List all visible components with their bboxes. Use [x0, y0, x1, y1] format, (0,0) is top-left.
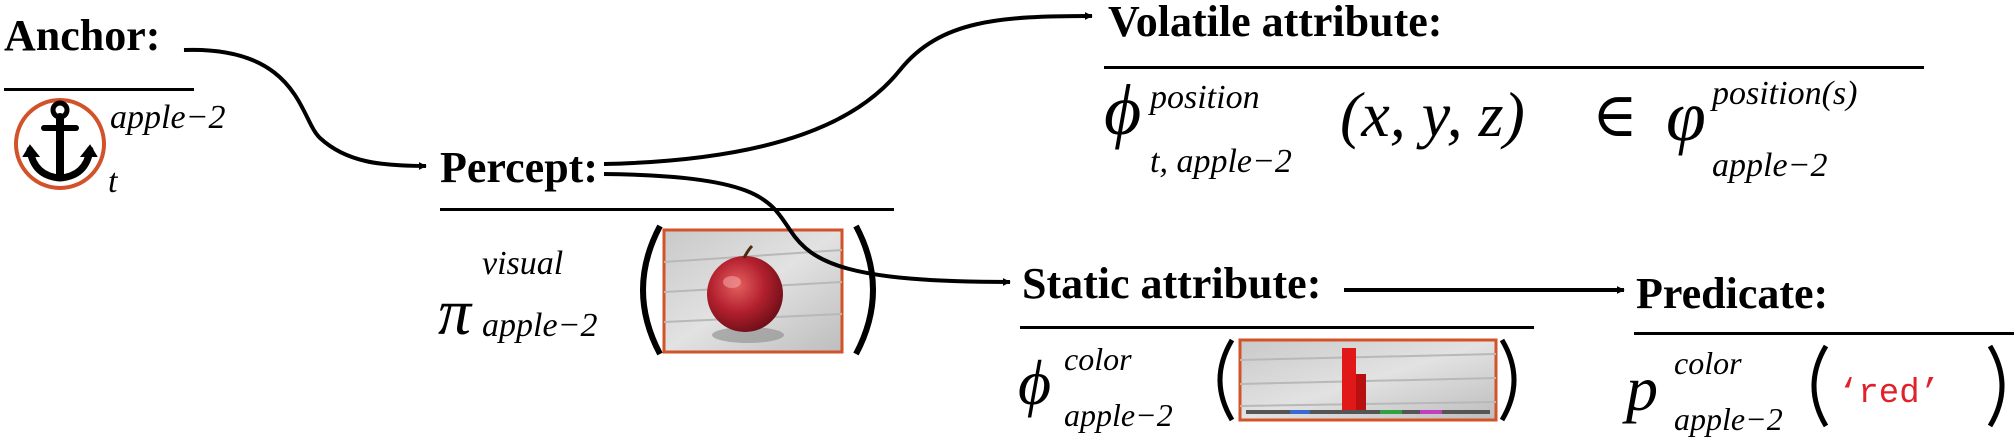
apple-photo [662, 228, 844, 354]
static-heading: Static attribute: [1022, 259, 1322, 308]
volatile-rhs-subscript: apple−2 [1712, 147, 1827, 184]
predicate-left-paren [1811, 344, 1829, 428]
predicate-superscript: color [1674, 345, 1742, 381]
static-right-paren [1499, 338, 1517, 422]
percept-subscript: apple−2 [482, 307, 597, 344]
static-phi: ϕ [1018, 347, 1051, 418]
percept-left-paren [640, 224, 663, 356]
static-superscript: color [1064, 341, 1132, 377]
predicate-value: ‘red’ [1838, 375, 1940, 413]
volatile-rule [1104, 66, 1924, 69]
predicate-right-paren [1987, 344, 2005, 428]
percept-rule [440, 208, 894, 211]
static-subscript: apple−2 [1064, 397, 1173, 433]
static-left-paren [1217, 338, 1235, 422]
arrow-percept-to-volatile [603, 12, 1093, 166]
volatile-subscript: t, apple−2 [1150, 143, 1292, 180]
anchor-icon [22, 100, 98, 182]
volatile-phi: ϕ [1104, 70, 1141, 150]
predicate-heading: Predicate: [1636, 269, 1829, 318]
anchor-frame [14, 98, 106, 190]
color-histogram [1238, 338, 1498, 422]
volatile-rhs-superscript: position(s) [1710, 75, 1857, 112]
static-rule [1020, 326, 1534, 329]
percept-pi: π [438, 276, 473, 349]
arrow-percept-to-static [603, 172, 1011, 286]
predicate-subscript: apple−2 [1674, 401, 1783, 437]
volatile-heading: Volatile attribute: [1108, 0, 1443, 46]
volatile-superscript: position [1148, 79, 1260, 116]
anchor-superscript: apple−2 [110, 99, 225, 136]
anchor-rule [4, 88, 194, 91]
predicate-p: p [1622, 353, 1658, 424]
volatile-element-of: ∈ [1592, 82, 1638, 150]
percept-superscript: visual [482, 245, 563, 282]
anchor-symbol [14, 98, 106, 190]
percept-right-paren [853, 224, 876, 356]
percept-heading: Percept: [440, 143, 598, 192]
anchor-subscript: t [108, 163, 119, 200]
predicate-rule [1634, 332, 2014, 335]
volatile-varphi: φ [1666, 76, 1706, 156]
volatile-args: (x, y, z) [1340, 79, 1525, 150]
arrow-anchor-to-percept [183, 47, 427, 170]
anchor-heading: Anchor: [4, 11, 161, 60]
